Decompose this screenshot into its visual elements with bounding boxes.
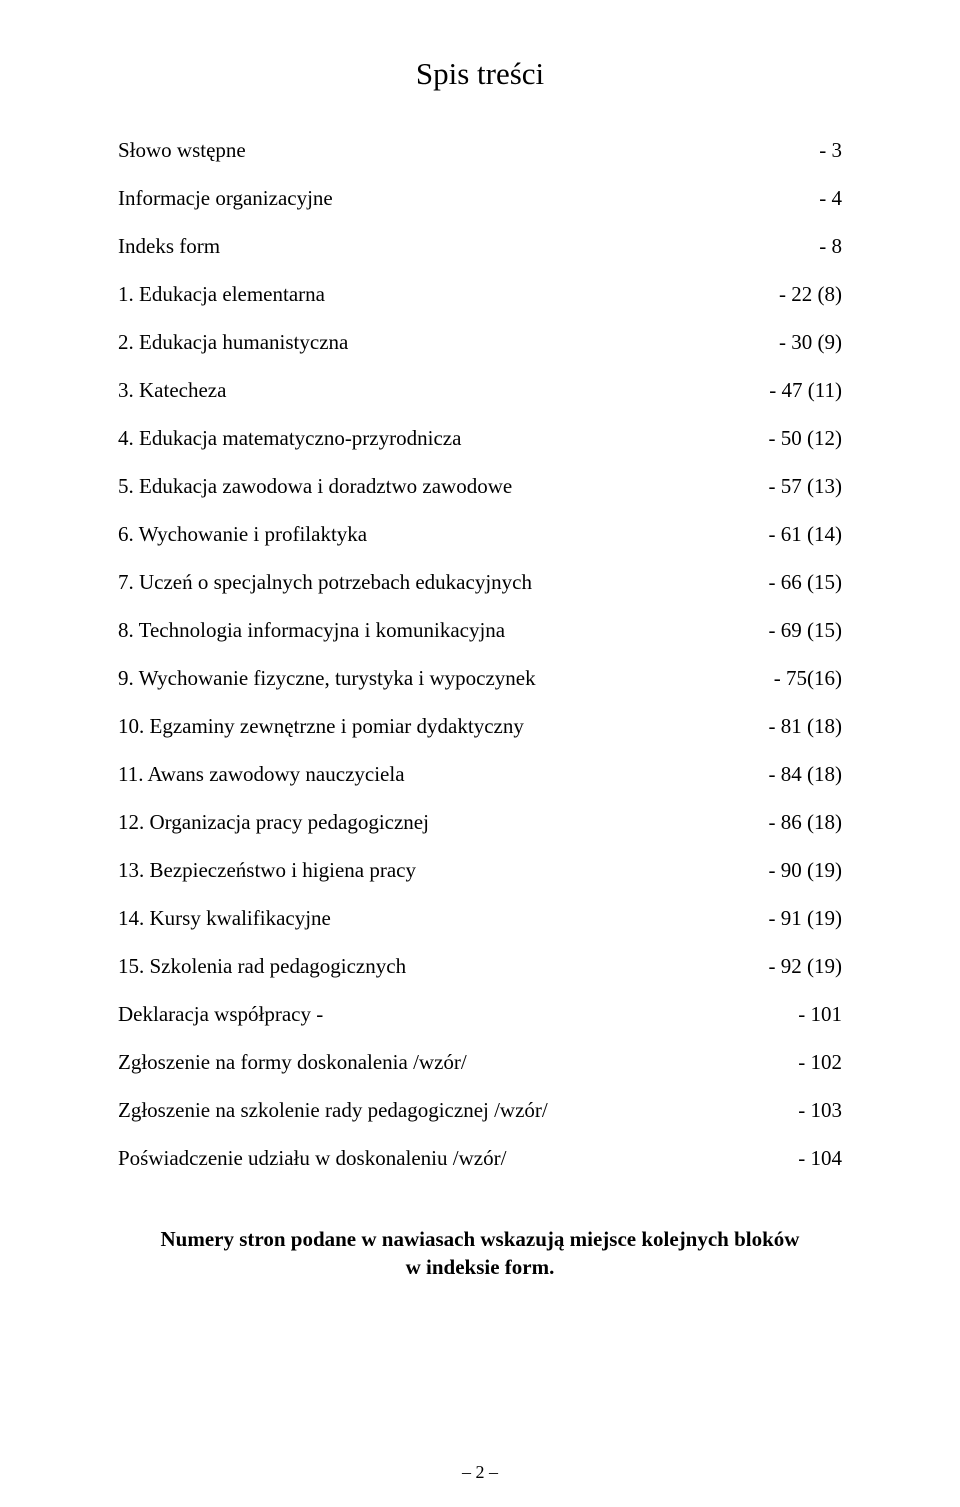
toc-label: Słowo wstępne [118, 140, 819, 161]
toc-label: 6. Wychowanie i profilaktyka [118, 524, 769, 545]
toc-page: - 4 [819, 188, 842, 209]
toc-page: - 57 (13) [769, 476, 842, 497]
toc-page: - 75(16) [774, 668, 842, 689]
toc-row: Poświadczenie udziału w doskonaleniu /wz… [118, 1148, 842, 1169]
toc-row: 4. Edukacja matematyczno-przyrodnicza- 5… [118, 428, 842, 449]
toc-label: 4. Edukacja matematyczno-przyrodnicza [118, 428, 769, 449]
page-title: Spis treści [118, 56, 842, 92]
toc-label: 15. Szkolenia rad pedagogicznych [118, 956, 769, 977]
footnote-line-2: w indeksie form. [406, 1255, 555, 1279]
toc-page: - 61 (14) [769, 524, 842, 545]
toc-row: 9. Wychowanie fizyczne, turystyka i wypo… [118, 668, 842, 689]
toc-label: 8. Technologia informacyjna i komunikacy… [118, 620, 769, 641]
toc-row: 1. Edukacja elementarna- 22 (8) [118, 284, 842, 305]
document-page: Spis treści Słowo wstępne- 3 Informacje o… [0, 0, 960, 1507]
toc-label: Informacje organizacyjne [118, 188, 819, 209]
toc-page: - 66 (15) [769, 572, 842, 593]
toc-page: - 3 [819, 140, 842, 161]
toc-row: 2. Edukacja humanistyczna- 30 (9) [118, 332, 842, 353]
toc-row: 10. Egzaminy zewnętrzne i pomiar dydakty… [118, 716, 842, 737]
toc-row: 6. Wychowanie i profilaktyka- 61 (14) [118, 524, 842, 545]
toc-row: Słowo wstępne- 3 [118, 140, 842, 161]
toc-row: Informacje organizacyjne- 4 [118, 188, 842, 209]
toc-label: 2. Edukacja humanistyczna [118, 332, 779, 353]
toc-page: - 92 (19) [769, 956, 842, 977]
toc-label: Zgłoszenie na formy doskonalenia /wzór/ [118, 1052, 798, 1073]
toc-row: Indeks form- 8 [118, 236, 842, 257]
toc-page: - 84 (18) [769, 764, 842, 785]
toc-page: - 91 (19) [769, 908, 842, 929]
toc-page: - 81 (18) [769, 716, 842, 737]
toc-label: Poświadczenie udziału w doskonaleniu /wz… [118, 1148, 798, 1169]
footnote: Numery stron podane w nawiasach wskazują… [118, 1225, 842, 1282]
toc-row: Zgłoszenie na formy doskonalenia /wzór/-… [118, 1052, 842, 1073]
toc-row: 3. Katecheza- 47 (11) [118, 380, 842, 401]
toc-label: 12. Organizacja pracy pedagogicznej [118, 812, 769, 833]
toc-row: 7. Uczeń o specjalnych potrzebach edukac… [118, 572, 842, 593]
toc-row: 13. Bezpieczeństwo i higiena pracy- 90 (… [118, 860, 842, 881]
toc-label: 14. Kursy kwalifikacyjne [118, 908, 769, 929]
toc-page: - 69 (15) [769, 620, 842, 641]
toc-label: Deklaracja współpracy - [118, 1004, 798, 1025]
toc-row: 15. Szkolenia rad pedagogicznych- 92 (19… [118, 956, 842, 977]
toc-page: - 104 [798, 1148, 842, 1169]
toc-page: - 86 (18) [769, 812, 842, 833]
toc-row: 8. Technologia informacyjna i komunikacy… [118, 620, 842, 641]
toc-row: 11. Awans zawodowy nauczyciela- 84 (18) [118, 764, 842, 785]
footnote-line-1: Numery stron podane w nawiasach wskazują… [161, 1227, 800, 1251]
toc-label: 10. Egzaminy zewnętrzne i pomiar dydakty… [118, 716, 769, 737]
toc-page: - 30 (9) [779, 332, 842, 353]
toc-label: 1. Edukacja elementarna [118, 284, 779, 305]
toc-page: - 22 (8) [779, 284, 842, 305]
toc-page: - 103 [798, 1100, 842, 1121]
toc-label: Indeks form [118, 236, 819, 257]
page-number: – 2 – [0, 1462, 960, 1483]
toc-page: - 90 (19) [769, 860, 842, 881]
toc-page: - 8 [819, 236, 842, 257]
toc-label: 3. Katecheza [118, 380, 769, 401]
toc-label: Zgłoszenie na szkolenie rady pedagogiczn… [118, 1100, 798, 1121]
toc-label: 5. Edukacja zawodowa i doradztwo zawodow… [118, 476, 769, 497]
toc-row: 12. Organizacja pracy pedagogicznej- 86 … [118, 812, 842, 833]
toc-row: 5. Edukacja zawodowa i doradztwo zawodow… [118, 476, 842, 497]
toc-label: 11. Awans zawodowy nauczyciela [118, 764, 769, 785]
toc-page: - 47 (11) [769, 380, 842, 401]
toc-row: 14. Kursy kwalifikacyjne- 91 (19) [118, 908, 842, 929]
toc-label: 9. Wychowanie fizyczne, turystyka i wypo… [118, 668, 774, 689]
toc-page: - 102 [798, 1052, 842, 1073]
toc-label: 7. Uczeń o specjalnych potrzebach edukac… [118, 572, 769, 593]
toc-page: - 50 (12) [769, 428, 842, 449]
toc-list: Słowo wstępne- 3 Informacje organizacyjne… [118, 140, 842, 1169]
toc-row: Deklaracja współpracy -- 101 [118, 1004, 842, 1025]
toc-page: - 101 [798, 1004, 842, 1025]
toc-row: Zgłoszenie na szkolenie rady pedagogiczn… [118, 1100, 842, 1121]
toc-label: 13. Bezpieczeństwo i higiena pracy [118, 860, 769, 881]
